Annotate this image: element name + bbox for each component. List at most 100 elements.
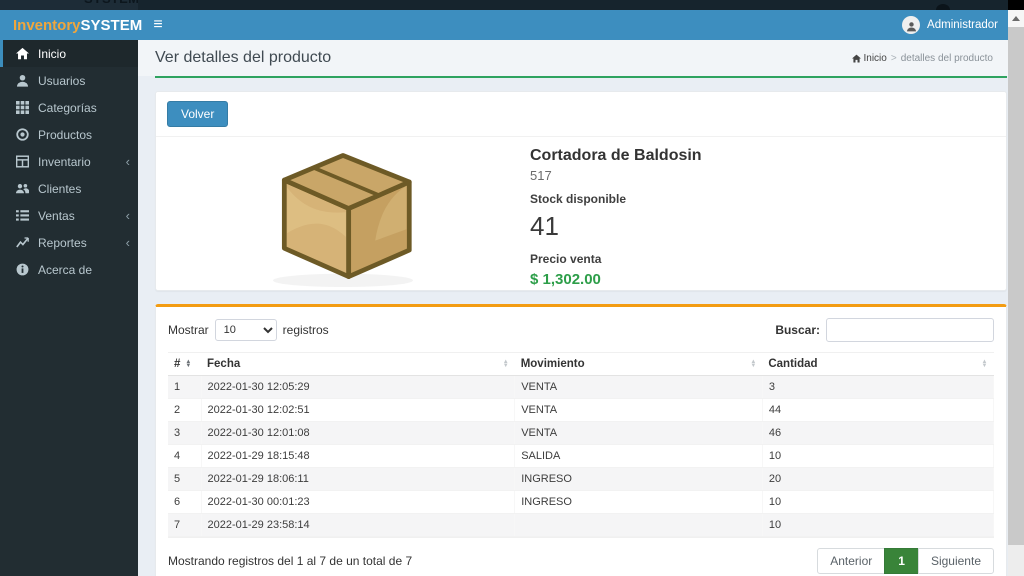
chevron-left-icon: ‹: [125, 154, 130, 169]
sidebar-toggle-hamburger-icon[interactable]: ≡: [153, 16, 163, 33]
product-code: 517: [530, 168, 552, 183]
sidebar-item-label: Inicio: [38, 46, 67, 61]
sidebar-item-ventas[interactable]: Ventas ‹: [0, 202, 138, 229]
cell-movimiento: INGRESO: [514, 467, 763, 491]
cell-fecha: 2022-01-29 18:15:48: [201, 444, 516, 468]
page-length-control: Mostrar 10 registros: [168, 319, 329, 341]
price-value: $ 1,302.00: [530, 271, 601, 288]
table-row: 3 2022-01-30 12:01:08 VENTA 46: [168, 421, 995, 445]
breadcrumb-current: detalles del producto: [900, 52, 993, 64]
brand-logo[interactable]: InventorySYSTEM: [0, 10, 142, 40]
cell-cantidad: 10: [762, 513, 995, 537]
cell-fecha: 2022-01-29 23:58:14: [201, 513, 516, 537]
cell-num: 7: [168, 513, 202, 537]
cell-movimiento: INGRESO: [514, 490, 763, 514]
length-label-before: Mostrar: [168, 323, 209, 337]
cell-fecha: 2022-01-30 12:02:51: [201, 398, 516, 422]
table-info: Mostrando registros del 1 al 7 de un tot…: [168, 554, 413, 568]
sidebar-item-usuarios[interactable]: Usuarios: [0, 67, 138, 94]
sidebar-menu: Inicio Usuarios Categorías Productos Inventa…: [0, 40, 138, 283]
top-navbar: InventorySYSTEM ≡ Administrador: [0, 10, 1024, 40]
cell-movimiento: SALIDA: [514, 444, 763, 468]
clients-icon: [15, 181, 30, 196]
top-clipped-corner: [1008, 0, 1024, 10]
product-image: [156, 137, 530, 297]
sidebar-item-reportes[interactable]: Reportes ‹: [0, 229, 138, 256]
sidebar-item-label: Ventas: [38, 208, 75, 223]
cell-num: 4: [168, 444, 202, 468]
product-card-body: Cortadora de Baldosin 517 Stock disponib…: [156, 137, 1006, 297]
table-controls: Mostrar 10 registros Buscar:: [168, 318, 994, 342]
movements-table-card: Mostrar 10 registros Buscar: # ▲ ▼ Fecha ▲ ▼ M…: [155, 304, 1007, 576]
cell-num: 3: [168, 421, 202, 445]
table-row: 2 2022-01-30 12:02:51 VENTA 44: [168, 398, 995, 422]
pagination-page-1-button[interactable]: 1: [884, 548, 919, 574]
product-card-header: Volver: [156, 92, 1006, 137]
user-avatar-icon: [902, 16, 921, 34]
column-header-movimiento[interactable]: Movimiento ▲ ▼: [514, 352, 763, 376]
cell-num: 1: [168, 375, 202, 399]
sidebar-item-label: Clientes: [38, 181, 82, 196]
page-size-select[interactable]: 10: [214, 319, 277, 341]
pagination-next-button[interactable]: Siguiente: [917, 548, 994, 574]
cell-movimiento: VENTA: [514, 421, 763, 445]
sort-icon: ▲ ▼: [185, 358, 192, 369]
table-row: 4 2022-01-29 18:15:48 SALIDA 10: [168, 444, 995, 468]
breadcrumb-separator: >: [890, 52, 897, 64]
top-clipped-logo: SYSTEM: [0, 0, 138, 10]
sidebar-item-label: Reportes: [38, 235, 87, 250]
length-label-after: registros: [282, 323, 329, 337]
chevron-left-icon: ‹: [125, 208, 130, 223]
cell-cantidad: 3: [762, 375, 995, 399]
navbar-spacer: [178, 10, 902, 40]
column-header-num[interactable]: # ▲ ▼: [168, 352, 202, 376]
cell-fecha: 2022-01-30 00:01:23: [201, 490, 516, 514]
cell-movimiento: VENTA: [514, 375, 763, 399]
table-row: 6 2022-01-30 00:01:23 INGRESO 10: [168, 490, 995, 514]
chevron-left-icon: ‹: [125, 235, 130, 250]
cell-fecha: 2022-01-30 12:01:08: [201, 421, 516, 445]
table-head: # ▲ ▼ Fecha ▲ ▼ Movimiento ▲ ▼ Cantidad ▲ ▼: [168, 352, 994, 376]
content-header: Ver detalles del producto Inicio > detal…: [138, 40, 1024, 76]
top-clipped-strip: SYSTEM: [0, 0, 1024, 10]
scrollbar: [1008, 10, 1024, 576]
search-input[interactable]: [826, 318, 994, 342]
movements-table: # ▲ ▼ Fecha ▲ ▼ Movimiento ▲ ▼ Cantidad ▲ ▼ 1 2022-0…: [168, 352, 995, 537]
sidebar-item-label: Usuarios: [38, 73, 86, 88]
pagination-prev-button[interactable]: Anterior: [817, 548, 886, 574]
user-menu[interactable]: Administrador: [902, 10, 1024, 40]
cell-cantidad: 46: [762, 421, 995, 445]
pagination: Anterior 1 Siguiente: [817, 548, 994, 574]
sales-icon: [15, 208, 30, 223]
cell-cantidad: 44: [762, 398, 995, 422]
back-button[interactable]: Volver: [167, 101, 229, 127]
sidebar-item-inventario[interactable]: Inventario ‹: [0, 148, 138, 175]
top-clipped-avatar: [936, 4, 950, 10]
column-header-fecha[interactable]: Fecha ▲ ▼: [201, 352, 515, 376]
sort-icon: ▲ ▼: [502, 358, 509, 369]
box-illustration-icon: [272, 153, 414, 288]
breadcrumb-home-link[interactable]: Inicio: [851, 53, 887, 64]
product-details: Cortadora de Baldosin 517 Stock disponib…: [530, 137, 1006, 297]
scrollbar-thumb[interactable]: [1008, 27, 1024, 545]
cell-cantidad: 10: [762, 444, 995, 468]
sidebar-item-acerca-de[interactable]: Acerca de: [0, 256, 138, 283]
price-label: Precio venta: [530, 252, 602, 266]
sidebar-item-inicio[interactable]: Inicio: [0, 40, 138, 67]
user-icon: [15, 73, 30, 88]
sidebar-item-categorías[interactable]: Categorías: [0, 94, 138, 121]
scrollbar-up-arrow[interactable]: [1008, 10, 1024, 27]
home-icon: [15, 46, 30, 61]
main-content: Ver detalles del producto Inicio > detal…: [138, 40, 1024, 576]
stock-label: Stock disponible: [530, 192, 627, 206]
column-header-cantidad[interactable]: Cantidad ▲ ▼: [762, 352, 994, 376]
table-body: 1 2022-01-30 12:05:29 VENTA 3 2 2022-01-30 12…: [168, 375, 995, 537]
cell-num: 6: [168, 490, 202, 514]
sidebar-item-label: Inventario: [38, 154, 91, 169]
home-icon: [851, 54, 861, 62]
sidebar-item-clientes[interactable]: Clientes: [0, 175, 138, 202]
header-underline: [155, 76, 1007, 78]
reports-icon: [15, 235, 30, 250]
sidebar-item-productos[interactable]: Productos: [0, 121, 138, 148]
stock-value: 41: [530, 211, 559, 241]
